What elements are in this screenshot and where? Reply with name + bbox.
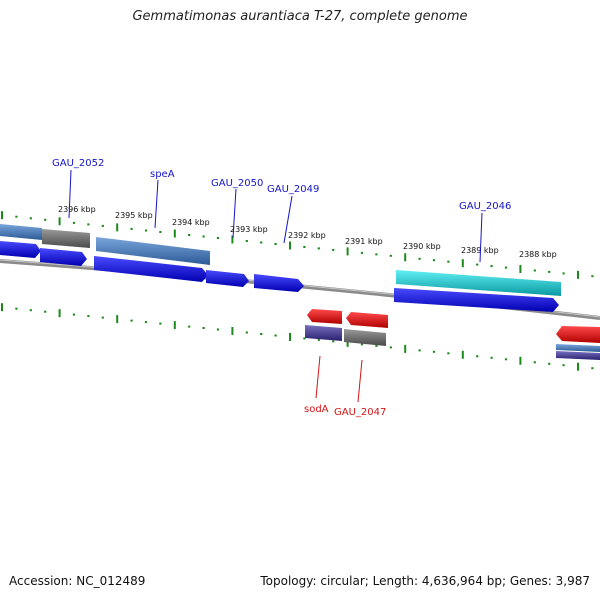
map-title: Gemmatimonas aurantiaca T-27, complete g…	[132, 9, 468, 24]
forward-cds-track	[0, 241, 559, 312]
reverse-gene-track	[305, 325, 600, 360]
tick-label: 2394 kbp	[172, 218, 210, 227]
cds-arrow[interactable]	[254, 274, 304, 292]
cds-arrow[interactable]	[94, 256, 208, 282]
cds-arrow[interactable]	[556, 326, 600, 343]
reverse-cds-track	[307, 309, 600, 343]
cds-arrow[interactable]	[40, 248, 87, 266]
gene-bar[interactable]	[556, 344, 600, 352]
ruler-labels: 2396 kbp 2395 kbp 2394 kbp 2393 kbp 2392…	[58, 205, 557, 259]
gene-bar[interactable]	[305, 325, 342, 341]
gene-label[interactable]: GAU_2047	[334, 407, 386, 418]
accession-text: Accession: NC_012489	[9, 574, 146, 588]
tick-label: 2388 kbp	[519, 250, 557, 259]
gene-labels: GAU_2052 speA GAU_2050 GAU_2049 GAU_2046…	[52, 158, 511, 418]
cds-arrow[interactable]	[206, 270, 249, 287]
gene-label[interactable]: GAU_2046	[459, 201, 511, 212]
cds-arrow[interactable]	[0, 241, 41, 258]
cds-arrow[interactable]	[346, 312, 388, 328]
tick-label: 2396 kbp	[58, 205, 96, 214]
gene-bar[interactable]	[42, 229, 90, 248]
tick-label: 2389 kbp	[461, 246, 499, 255]
gene-bar[interactable]	[344, 329, 386, 346]
gene-bar[interactable]	[556, 351, 600, 360]
cds-arrow[interactable]	[394, 288, 559, 312]
tick-label: 2390 kbp	[403, 242, 441, 251]
cds-arrow[interactable]	[307, 309, 342, 324]
tick-label: 2391 kbp	[345, 237, 383, 246]
gene-bar[interactable]	[0, 224, 42, 240]
ruler-upper	[1, 211, 594, 279]
gene-label[interactable]: GAU_2052	[52, 158, 104, 169]
genome-stats-text: Topology: circular; Length: 4,636,964 bp…	[260, 574, 590, 588]
gene-bar[interactable]	[396, 270, 561, 296]
tick-label: 2392 kbp	[288, 231, 326, 240]
gene-label[interactable]: GAU_2050	[211, 178, 263, 189]
gene-bar[interactable]	[96, 237, 210, 265]
tick-label: 2395 kbp	[115, 211, 153, 220]
forward-gene-track	[0, 224, 561, 296]
ruler-lower	[1, 303, 594, 371]
gene-label[interactable]: GAU_2049	[267, 184, 319, 195]
gene-label[interactable]: sodA	[304, 404, 329, 415]
label-leaders	[68, 169, 483, 403]
tick-label: 2393 kbp	[230, 225, 268, 234]
gene-label[interactable]: speA	[150, 169, 175, 180]
